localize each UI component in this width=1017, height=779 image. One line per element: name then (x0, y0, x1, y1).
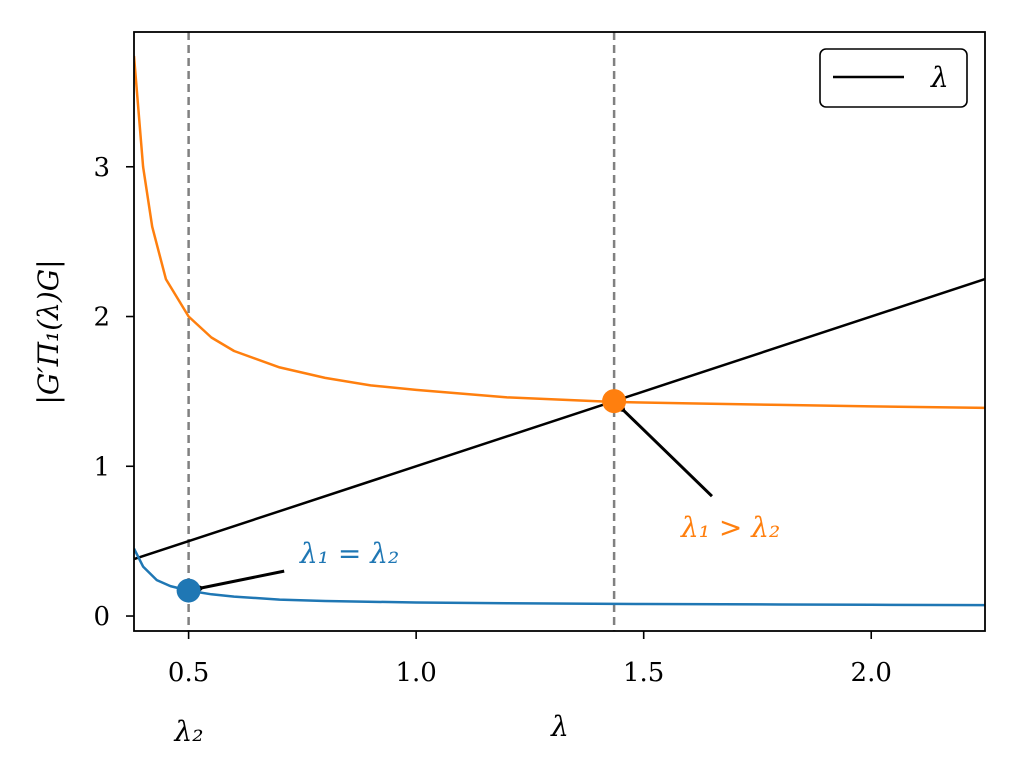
y-axis-label: |G′Π₁(λ)G| (32, 259, 65, 404)
extra-x-label: λ₂ (174, 715, 204, 748)
annotation-equal: λ₁ = λ₂ (299, 537, 399, 570)
plot-area: 0.5 1.0 1.5 2.0 0 1 2 3 (93, 31, 986, 688)
y-tick-label-2: 2 (93, 303, 110, 333)
y-tick-label-3: 3 (93, 153, 110, 183)
annotation-arrow-0 (202, 569, 285, 588)
legend: λ (819, 48, 968, 108)
x-tick-label-1: 1.0 (395, 658, 436, 688)
y-tick-label-0: 0 (93, 602, 110, 632)
series-line-blue (134, 548, 985, 607)
point-orange (602, 389, 627, 414)
y-tick-label-1: 1 (93, 452, 110, 482)
axes-frame (133, 31, 986, 632)
series-line-orange (134, 55, 985, 410)
annotation-arrow-1 (624, 411, 713, 498)
legend-label-identity: λ (930, 61, 949, 94)
x-tick-label-0: 0.5 (168, 658, 209, 688)
x-axis-label: λ (550, 710, 569, 743)
x-tick-label-3: 2.0 (851, 658, 892, 688)
annotation-greater: λ₁ > λ₂ (680, 511, 780, 544)
series-line-identity (134, 277, 985, 561)
point-blue (176, 578, 201, 603)
x-tick-label-2: 1.5 (623, 658, 664, 688)
